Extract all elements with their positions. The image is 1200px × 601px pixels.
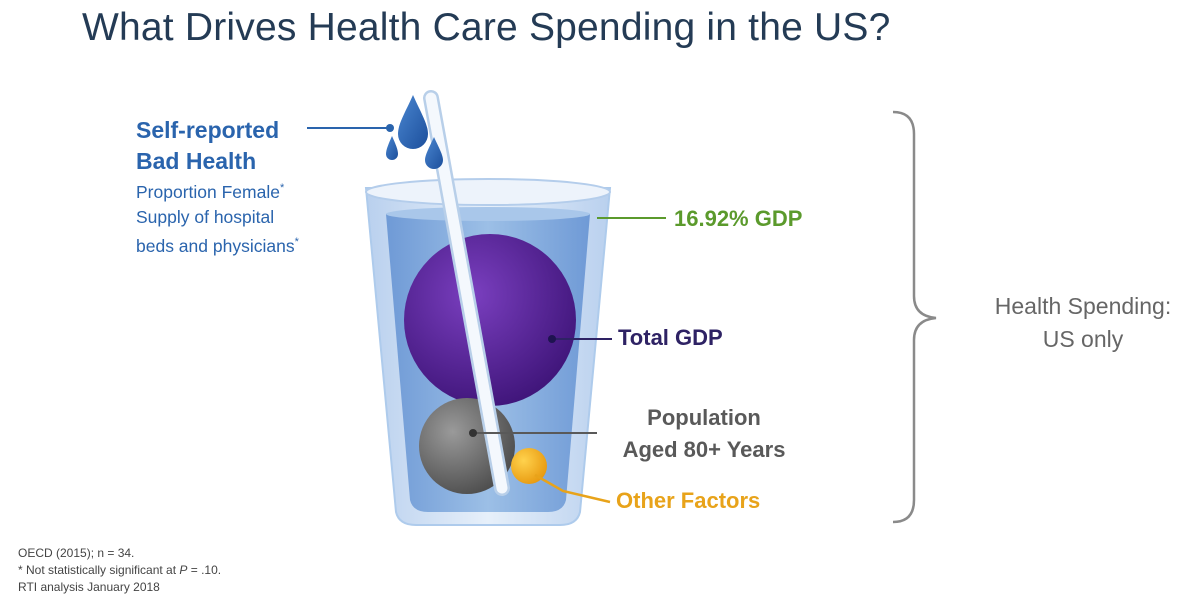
- supply-hospital-label: Supply of hospital: [136, 207, 275, 227]
- glass-rim: [365, 178, 611, 206]
- health-spending-line2: US only: [1042, 326, 1124, 352]
- page-title: What Drives Health Care Spending in the …: [82, 6, 891, 49]
- self-reported-sub-factors: Proportion Female* Supply of hospital be…: [136, 176, 299, 259]
- population-line2: Aged 80+ Years: [622, 437, 786, 462]
- footnote-significance: * Not statistically significant at P = .…: [18, 563, 222, 577]
- proportion-female-label: Proportion Female*: [136, 182, 285, 202]
- footnotes: OECD (2015); n = 34. * Not statistically…: [18, 545, 221, 596]
- beds-physicians-label: beds and physicians*: [136, 236, 299, 256]
- total-gdp-label: Total GDP: [618, 325, 723, 350]
- total-gdp-ball: [404, 234, 576, 406]
- gdp-percent-label: 16.92% GDP: [674, 206, 803, 231]
- drop-icon-large: [398, 95, 428, 149]
- other-factors-connector: [534, 473, 611, 504]
- drop-icon-small: [386, 136, 398, 160]
- straw: [423, 90, 510, 496]
- footnote-source: OECD (2015); n = 34.: [18, 546, 135, 560]
- other-factors-label: Other Factors: [616, 488, 761, 513]
- population-line1: Population: [647, 405, 761, 430]
- self-reported-bad-health-label: Self-reported Bad Health: [136, 115, 279, 177]
- self-reported-line1: Self-reported: [136, 117, 280, 143]
- health-spending-brace: [892, 110, 937, 524]
- self-reported-line2: Bad Health: [136, 148, 257, 174]
- water-surface: [386, 207, 590, 221]
- health-spending-label: Health Spending: US only: [968, 290, 1198, 356]
- health-spending-line1: Health Spending:: [994, 293, 1172, 319]
- other-factors-ball: [511, 448, 547, 484]
- footnote-analysis: RTI analysis January 2018: [18, 580, 160, 594]
- drop-icon-medium: [425, 137, 443, 169]
- population-label: Population Aged 80+ Years: [604, 402, 804, 466]
